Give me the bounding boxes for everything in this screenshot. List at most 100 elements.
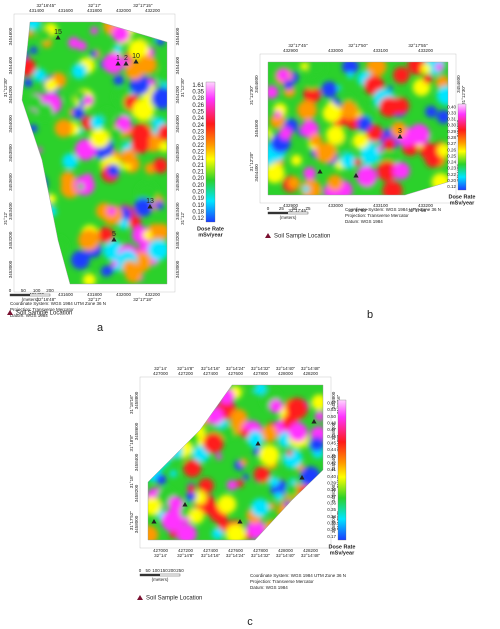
- blob: [292, 519, 300, 528]
- blob: [437, 143, 448, 158]
- blob: [29, 181, 42, 195]
- legend-ramp: [457, 103, 467, 191]
- legend-value: 0.20: [192, 183, 204, 189]
- top-lon: 32°17'15": [133, 3, 153, 8]
- left-northing: 3454000: [8, 115, 13, 133]
- blob: [72, 106, 85, 120]
- crs-line: Projection: Transverse Mercator: [345, 213, 409, 218]
- top-easting: 432200: [145, 8, 161, 13]
- blob: [122, 260, 138, 276]
- blob: [288, 422, 308, 442]
- blob: [156, 443, 176, 462]
- blob: [365, 124, 383, 142]
- blob: [269, 113, 285, 129]
- map-outline: [21, 21, 168, 285]
- blob: [376, 160, 398, 182]
- blob: [217, 494, 237, 514]
- soil-sample-marker: [299, 475, 305, 480]
- soil-sample-marker: [115, 61, 121, 66]
- blob: [168, 506, 181, 519]
- legend-value: 0.12: [192, 216, 204, 222]
- blob: [435, 63, 444, 72]
- blob: [157, 385, 177, 401]
- blob: [125, 61, 145, 81]
- top-lon: 32°17'45": [288, 43, 308, 48]
- legend-value: 0.19: [192, 196, 204, 202]
- blob: [344, 94, 353, 103]
- bottom-lon: 32°17'18": [133, 297, 153, 302]
- blob: [22, 238, 30, 247]
- blob: [133, 198, 153, 217]
- blob: [390, 121, 407, 138]
- blob: [283, 79, 294, 90]
- map-c: 32°14' 32°14'8" 32°14'16" 32°14'24" 32°14'32…: [129, 366, 355, 628]
- legend-value: 0.24: [447, 160, 456, 165]
- blob: [62, 153, 79, 170]
- blob: [342, 62, 359, 75]
- blob: [354, 100, 363, 109]
- blob: [326, 174, 344, 191]
- bottom-easting: 427200: [178, 548, 194, 553]
- blob: [322, 103, 342, 123]
- top-easting: 433100: [373, 48, 389, 53]
- blob: [175, 414, 184, 423]
- map-b: 32°17'45" 32°17'50" 32°17'55" 432900 433000 4…: [249, 43, 475, 321]
- legend-value: 0.20: [192, 190, 204, 196]
- right-northing: 3454400: [175, 56, 180, 74]
- blob: [314, 511, 323, 521]
- bottom-lon: 32°17'50": [348, 208, 368, 213]
- blob: [302, 185, 310, 193]
- bottom-easting: 428200: [303, 548, 319, 553]
- blob: [90, 26, 99, 35]
- blob: [284, 483, 298, 497]
- legend-value: 0.39: [327, 481, 336, 486]
- top-lon: 32°14'32": [251, 366, 271, 371]
- blob: [314, 411, 323, 422]
- blob: [155, 474, 167, 485]
- blob: [360, 145, 380, 165]
- blob: [269, 476, 280, 487]
- left-northing: 3454400: [8, 56, 13, 74]
- scale-bar-fill: [140, 574, 160, 576]
- scale-tick: 200: [168, 568, 176, 573]
- blob: [31, 236, 42, 248]
- soil-sample-marker: [237, 519, 243, 524]
- blob: [44, 78, 58, 92]
- sample-label: 3: [398, 128, 402, 135]
- legend-value: 0.48: [327, 421, 336, 426]
- left-northing: 3458200: [134, 484, 139, 502]
- top-lon: 32°14'40": [276, 366, 296, 371]
- blob: [242, 474, 249, 481]
- left-lat: 31°12'30": [3, 77, 8, 97]
- crs-line: Coordinate System: WGS 1984 UTM Zone 36 …: [345, 207, 441, 212]
- blob: [436, 109, 448, 124]
- left-northing: 3458000: [134, 515, 139, 533]
- blob: [151, 87, 167, 110]
- bottom-lon: 32°14': [154, 553, 167, 558]
- blob: [310, 507, 318, 515]
- legend-value: 0.67: [327, 401, 336, 406]
- legend-value: 0.22: [192, 150, 204, 156]
- top-lon: 32°17'50": [348, 43, 368, 48]
- blob: [274, 492, 284, 501]
- blob: [218, 388, 235, 405]
- crs-line: Coordinate System: WGS 1984 UTM Zone 36 …: [250, 573, 346, 578]
- top-lon: 32°17'55": [408, 43, 428, 48]
- blob: [68, 37, 80, 49]
- legend-value: 0.28: [192, 96, 204, 102]
- legend-value: 0.44: [327, 447, 336, 452]
- legend-value: 0.41: [327, 467, 336, 472]
- blob: [183, 459, 202, 478]
- blob: [290, 154, 302, 166]
- bottom-easting: 433000: [328, 203, 344, 208]
- blob: [36, 103, 54, 121]
- blob: [132, 99, 155, 122]
- scale-tick: 50: [21, 288, 27, 293]
- legend-value: 0.33: [327, 521, 336, 526]
- soil-legend-marker: [137, 595, 143, 600]
- blob: [172, 410, 183, 422]
- blob: [268, 502, 276, 510]
- blob: [347, 71, 354, 79]
- left-northing: 3458600: [134, 422, 139, 440]
